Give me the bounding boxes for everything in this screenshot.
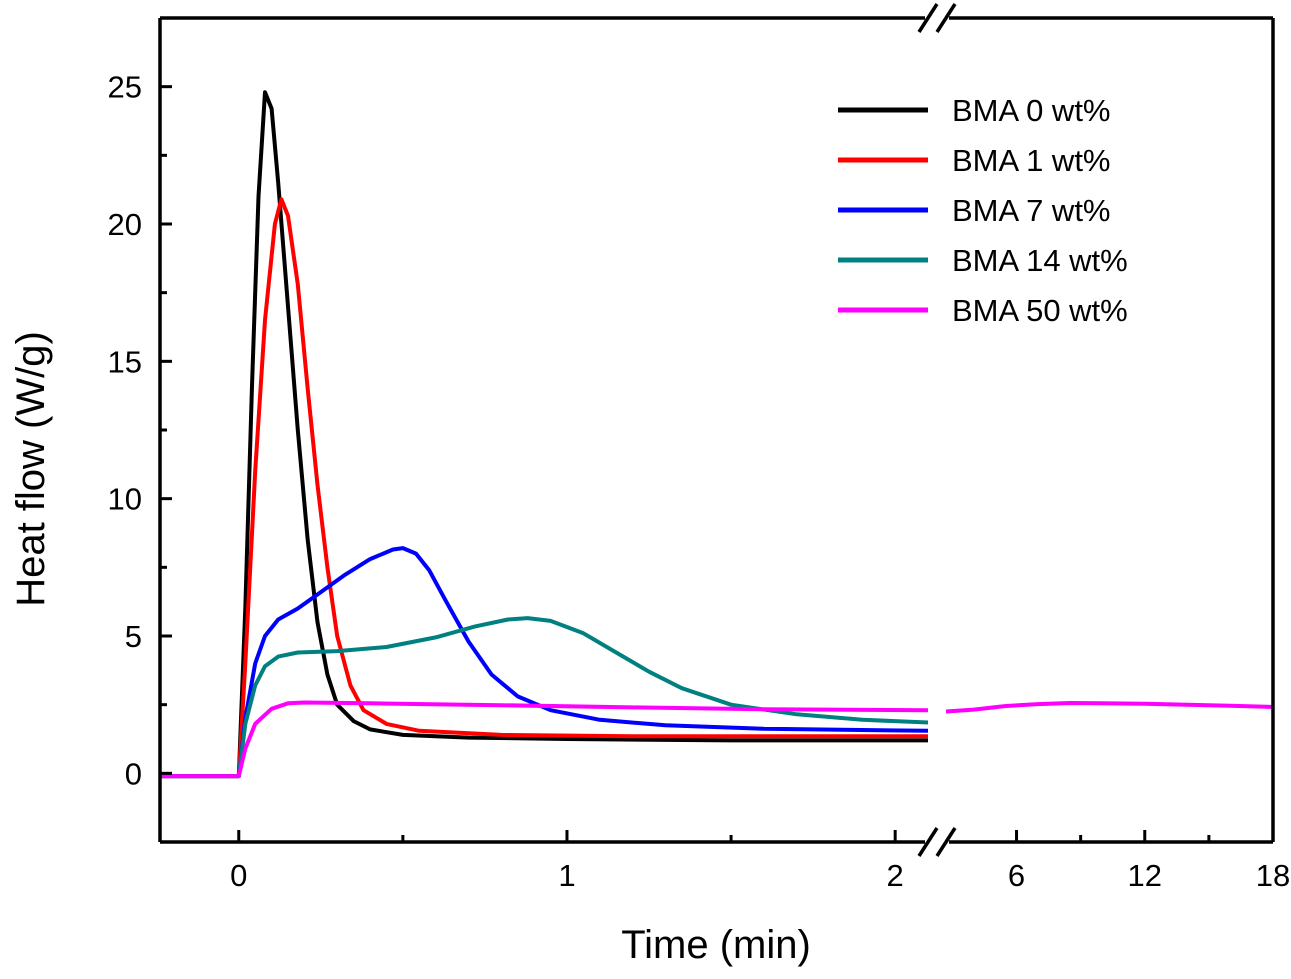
- x-tick-label-1: 1: [558, 858, 575, 893]
- x-tick-label-0: 0: [230, 858, 247, 893]
- series-line-0-left: [160, 90, 928, 779]
- top-axis-break-mark-0: [917, 3, 939, 33]
- y-axis-title: Heat flow (W/g): [9, 331, 53, 607]
- bottom-axis-break-mark-1: [935, 827, 957, 857]
- legend-label-1: BMA 1 wt%: [952, 143, 1111, 178]
- series-line-1-left: [160, 197, 928, 779]
- x-axis-title: Time (min): [621, 923, 811, 967]
- series-line-2-left: [160, 546, 929, 779]
- series-line-3-left: [160, 616, 929, 779]
- y-tick-label-25: 25: [108, 70, 142, 105]
- legend-label-2: BMA 7 wt%: [952, 193, 1111, 228]
- y-tick-label-5: 5: [125, 619, 142, 654]
- x-tick-label-2: 2: [887, 858, 904, 893]
- series-line-4-left: [160, 700, 929, 779]
- x-tick-label-18: 18: [1256, 858, 1290, 893]
- top-axis-break-mark-1: [935, 3, 957, 33]
- legend-label-0: BMA 0 wt%: [952, 93, 1111, 128]
- y-tick-label-10: 10: [108, 482, 142, 517]
- legend-label-3: BMA 14 wt%: [952, 243, 1128, 278]
- y-tick-label-20: 20: [108, 207, 142, 242]
- bottom-axis-break-mark-0: [917, 827, 939, 857]
- y-tick-label-15: 15: [108, 344, 142, 379]
- x-tick-label-6: 6: [1008, 858, 1025, 893]
- legend-label-4: BMA 50 wt%: [952, 293, 1128, 328]
- y-tick-label-0: 0: [125, 756, 142, 791]
- series-line-4-right: [945, 701, 1274, 714]
- x-tick-label-12: 12: [1128, 858, 1162, 893]
